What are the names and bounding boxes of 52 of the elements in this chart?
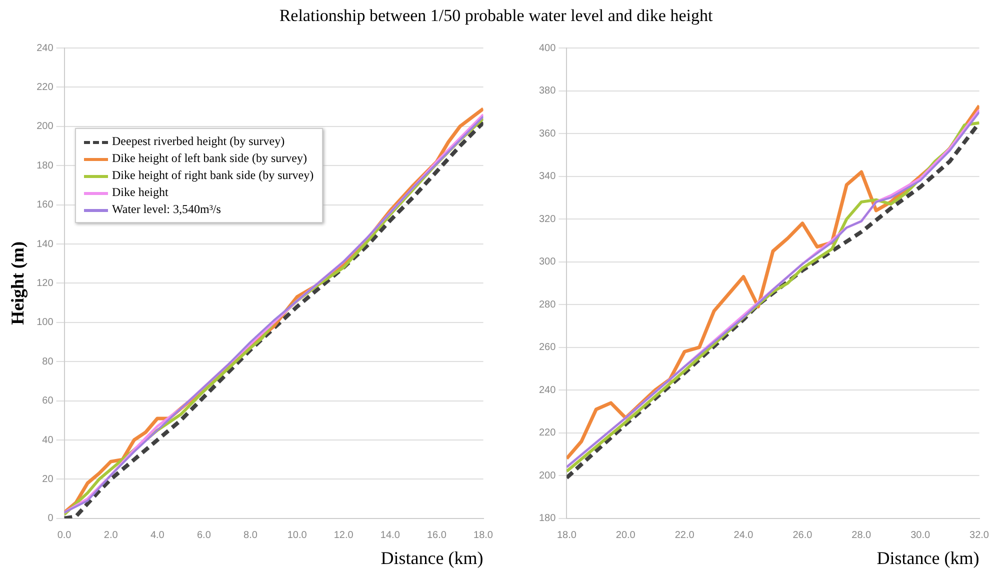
x-tick-label: 20.0: [616, 530, 636, 542]
y-tick-label: 100: [36, 317, 54, 328]
x-tick-label: 2.0: [104, 530, 118, 542]
x-tick-label: 12.0: [334, 530, 354, 542]
y-tick-label: 220: [538, 428, 556, 439]
y-tick-label: 240: [538, 384, 556, 396]
legend-label: Water level: 3,540m³/s: [112, 202, 221, 216]
y-tick-label: 200: [36, 121, 54, 132]
y-tick-label: 20: [42, 474, 54, 485]
y-tick-label: 200: [538, 470, 556, 482]
y-tick-label: 60: [42, 396, 54, 407]
y-axis-title: Height (m): [7, 241, 28, 325]
legend-label: Dike height of left bank side (by survey): [112, 151, 307, 165]
x-axis-title: Distance (km): [876, 548, 980, 568]
y-tick-label: 300: [538, 256, 556, 268]
x-tick-label: 6.0: [196, 530, 212, 542]
x-tick-label: 30.0: [910, 530, 930, 542]
x-axis-title: Distance (km): [380, 548, 484, 568]
x-tick-label: 18.0: [556, 530, 577, 542]
x-tick-label: 16.0: [426, 530, 447, 542]
y-tick-label: 120: [36, 278, 54, 289]
x-tick-label: 10.0: [287, 530, 308, 542]
x-tick-label: 26.0: [792, 530, 813, 542]
x-tick-label: 4.0: [150, 530, 165, 542]
y-tick-label: 0: [48, 513, 54, 524]
legend-label: Deepest riverbed height (by survey): [112, 134, 285, 148]
y-tick-label: 380: [538, 86, 556, 97]
x-tick-label: 0.0: [57, 530, 72, 542]
x-tick-label: 8.0: [244, 530, 258, 542]
legend-label: Dike height of right bank side (by survey): [112, 168, 314, 182]
y-tick-label: 260: [538, 342, 556, 354]
y-tick-label: 320: [538, 214, 556, 225]
y-tick-label: 140: [36, 238, 54, 250]
y-tick-label: 80: [42, 356, 54, 368]
y-tick-label: 280: [538, 299, 556, 310]
y-tick-label: 160: [36, 200, 54, 211]
y-tick-label: 240: [36, 42, 54, 54]
y-tick-label: 220: [36, 82, 54, 93]
y-tick-label: 400: [538, 42, 556, 54]
y-tick-label: 180: [36, 160, 54, 172]
x-tick-label: 22.0: [674, 530, 695, 542]
y-tick-label: 180: [538, 513, 556, 524]
y-tick-label: 40: [42, 434, 54, 446]
x-tick-label: 14.0: [380, 530, 400, 542]
y-tick-label: 360: [538, 128, 556, 140]
x-tick-label: 24.0: [734, 530, 754, 542]
x-tick-label: 28.0: [852, 530, 872, 542]
y-tick-label: 340: [538, 171, 556, 182]
x-tick-label: 18.0: [474, 530, 494, 542]
x-tick-label: 32.0: [970, 530, 990, 542]
chart-title: Relationship between 1/50 probable water level and dike height: [278, 6, 714, 26]
legend-label: Dike height: [112, 185, 168, 199]
